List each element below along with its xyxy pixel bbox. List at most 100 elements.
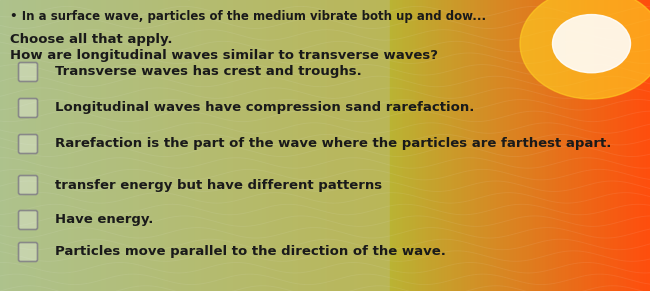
Bar	[237, 0, 240, 291]
Bar	[176, 0, 179, 291]
Bar	[224, 0, 227, 291]
Bar	[107, 0, 110, 291]
Bar	[263, 0, 266, 291]
Bar	[270, 0, 273, 291]
Bar	[540, 0, 543, 291]
Bar	[260, 0, 263, 291]
Bar	[81, 0, 84, 291]
Bar	[410, 0, 413, 291]
Bar	[448, 0, 452, 291]
Bar	[462, 0, 465, 291]
Bar	[634, 0, 637, 291]
Bar	[312, 0, 315, 291]
Bar	[172, 0, 176, 291]
Bar	[429, 0, 432, 291]
Bar	[78, 0, 81, 291]
Bar	[20, 0, 23, 291]
Bar	[32, 0, 36, 291]
Bar	[192, 0, 195, 291]
Bar	[280, 0, 283, 291]
Bar	[608, 0, 611, 291]
Bar	[468, 0, 471, 291]
Bar	[62, 0, 65, 291]
Bar	[296, 0, 299, 291]
Bar	[283, 0, 286, 291]
Bar	[234, 0, 237, 291]
Bar	[351, 0, 354, 291]
Bar	[432, 0, 436, 291]
Bar	[514, 0, 517, 291]
Bar	[153, 0, 156, 291]
Bar	[6, 0, 10, 291]
Bar	[273, 0, 276, 291]
Bar	[91, 0, 94, 291]
Text: Have energy.: Have energy.	[55, 214, 153, 226]
FancyBboxPatch shape	[18, 210, 38, 230]
Bar	[231, 0, 234, 291]
Bar	[250, 0, 254, 291]
Bar	[569, 0, 572, 291]
Bar	[266, 0, 270, 291]
Bar	[533, 0, 536, 291]
FancyBboxPatch shape	[18, 175, 38, 194]
Bar	[452, 0, 455, 291]
Bar	[640, 0, 644, 291]
Bar	[393, 0, 396, 291]
Bar	[58, 0, 62, 291]
Bar	[500, 0, 504, 291]
Bar	[29, 0, 32, 291]
Bar	[114, 0, 117, 291]
FancyBboxPatch shape	[18, 242, 38, 262]
Bar	[26, 0, 29, 291]
Bar	[546, 0, 549, 291]
Bar	[88, 0, 91, 291]
Bar	[644, 0, 647, 291]
Bar	[328, 0, 332, 291]
Bar	[406, 0, 410, 291]
Bar	[455, 0, 458, 291]
Bar	[198, 0, 202, 291]
Bar	[367, 0, 370, 291]
Bar	[257, 0, 260, 291]
Text: transfer energy but have different patterns: transfer energy but have different patte…	[55, 178, 382, 191]
Bar	[211, 0, 214, 291]
Bar	[348, 0, 351, 291]
Bar	[117, 0, 120, 291]
Text: • In a surface wave, particles of the medium vibrate both up and dow...: • In a surface wave, particles of the me…	[10, 10, 486, 23]
Bar	[0, 0, 3, 291]
Bar	[341, 0, 344, 291]
Bar	[510, 0, 514, 291]
Bar	[133, 0, 136, 291]
Bar	[254, 0, 257, 291]
Bar	[419, 0, 422, 291]
Text: Transverse waves has crest and troughs.: Transverse waves has crest and troughs.	[55, 65, 362, 79]
Bar	[549, 0, 552, 291]
Bar	[188, 0, 192, 291]
Bar	[240, 0, 244, 291]
Bar	[552, 0, 556, 291]
Bar	[150, 0, 153, 291]
Bar	[42, 0, 46, 291]
Bar	[315, 0, 318, 291]
Bar	[575, 0, 578, 291]
Bar	[624, 0, 627, 291]
Bar	[595, 0, 598, 291]
Bar	[588, 0, 592, 291]
Bar	[572, 0, 575, 291]
Bar	[637, 0, 640, 291]
Bar	[618, 0, 621, 291]
Ellipse shape	[520, 0, 650, 99]
Bar	[3, 0, 6, 291]
Bar	[627, 0, 630, 291]
Bar	[387, 0, 390, 291]
Bar	[374, 0, 377, 291]
Bar	[344, 0, 348, 291]
Bar	[403, 0, 406, 291]
Bar	[465, 0, 468, 291]
Bar	[182, 0, 185, 291]
Bar	[478, 0, 481, 291]
Bar	[46, 0, 49, 291]
Bar	[162, 0, 166, 291]
Bar	[39, 0, 42, 291]
FancyBboxPatch shape	[18, 134, 38, 153]
